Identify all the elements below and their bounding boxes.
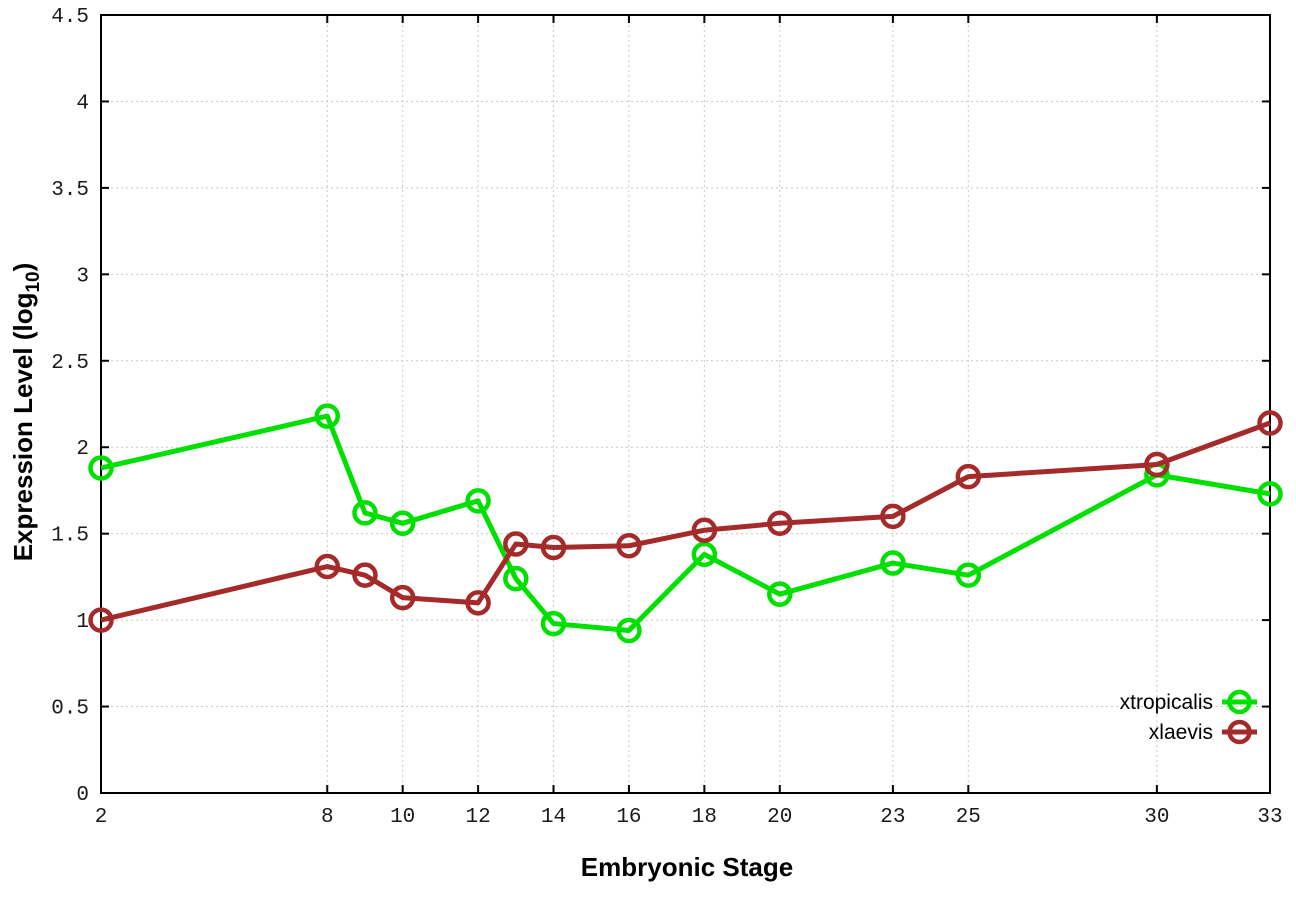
x-tick-label: 18 xyxy=(692,806,717,829)
data-point-xtropicalis-16 xyxy=(616,617,642,644)
y-tick-label: 1.5 xyxy=(51,525,89,548)
data-point-xlaevis-12 xyxy=(465,590,491,616)
axes: 2 8 10 12 14 16 18 20 23 25 30 33 0 0.5 1 1.5 2 2.5 3 3.5 4 4… xyxy=(51,6,1282,829)
data-point-xlaevis-23 xyxy=(880,503,906,530)
data-point-xtropicalis-25 xyxy=(955,562,982,588)
legend-label-xlaevis: xlaevis xyxy=(1149,721,1213,744)
grid xyxy=(100,14,1271,794)
x-axis-title: Embryonic Stage xyxy=(581,852,793,882)
data-point-xtropicalis-23 xyxy=(880,550,906,576)
x-tick-label: 30 xyxy=(1144,806,1169,829)
y-axis-title: Expression Level (log10) xyxy=(8,263,44,562)
y-tick-label: 3 xyxy=(76,265,89,288)
y-tick-label: 4 xyxy=(76,92,89,115)
data-point-xtropicalis-2 xyxy=(88,455,114,481)
data-point-xtropicalis-9 xyxy=(352,500,378,526)
data-point-xlaevis-16 xyxy=(616,533,642,559)
legend-sample-marker-xtropicalis xyxy=(1227,689,1252,715)
data-point-xtropicalis-12 xyxy=(465,488,491,514)
plot-border xyxy=(100,14,1271,794)
x-tick-label: 10 xyxy=(390,806,415,829)
data-point-xlaevis-20 xyxy=(767,510,793,537)
series-xlaevis xyxy=(88,410,1283,633)
data-point-xlaevis-33 xyxy=(1257,410,1283,436)
data-point-xlaevis-9 xyxy=(352,562,378,588)
axis-titles: Embryonic Stage Expression Level (log10) xyxy=(8,263,793,882)
data-point-xlaevis-8 xyxy=(314,553,341,580)
x-tick-label: 12 xyxy=(465,806,490,829)
data-point-xtropicalis-18 xyxy=(691,541,718,568)
y-tick-label: 3.5 xyxy=(51,179,89,202)
data-point-xtropicalis-14 xyxy=(540,610,567,637)
series xyxy=(88,403,1283,644)
y-tick-label: 0.5 xyxy=(51,698,89,721)
data-point-xlaevis-18 xyxy=(691,517,718,543)
x-tick-label: 2 xyxy=(95,806,108,829)
data-point-xlaevis-13 xyxy=(503,531,529,557)
data-point-xtropicalis-20 xyxy=(767,581,793,607)
y-tick-label: 2 xyxy=(76,438,89,461)
data-point-xtropicalis-33 xyxy=(1257,481,1283,507)
series-line-xtropicalis xyxy=(100,413,1271,633)
legend-item-xlaevis: xlaevis xyxy=(1149,719,1257,745)
x-tick-label: 16 xyxy=(616,806,641,829)
data-point-xlaevis-2 xyxy=(88,607,114,633)
legend: xtropicalis xlaevis xyxy=(1120,689,1257,745)
series-line-xlaevis xyxy=(100,420,1271,623)
x-tick-label: 33 xyxy=(1257,806,1282,829)
x-tick-label: 23 xyxy=(880,806,905,829)
data-point-xlaevis-10 xyxy=(389,584,416,611)
x-tick-label: 8 xyxy=(321,806,334,829)
y-tick-label: 4.5 xyxy=(51,6,89,29)
data-point-xlaevis-30 xyxy=(1144,451,1170,478)
legend-sample-marker-xlaevis xyxy=(1227,719,1252,745)
x-tick-label: 25 xyxy=(956,806,981,829)
y-tick-label: 0 xyxy=(76,784,89,807)
x-tick-label: 20 xyxy=(767,806,792,829)
legend-item-xtropicalis: xtropicalis xyxy=(1120,689,1257,715)
data-point-xtropicalis-13 xyxy=(503,565,529,592)
series-xtropicalis xyxy=(88,403,1283,644)
data-point-xlaevis-14 xyxy=(540,534,567,561)
data-point-xtropicalis-8 xyxy=(314,403,341,429)
legend-label-xtropicalis: xtropicalis xyxy=(1120,691,1213,714)
data-point-xtropicalis-10 xyxy=(389,510,416,537)
y-tick-label: 2.5 xyxy=(51,352,89,375)
x-tick-label: 14 xyxy=(541,806,566,829)
data-point-xlaevis-25 xyxy=(955,463,982,490)
y-tick-label: 1 xyxy=(76,611,89,634)
